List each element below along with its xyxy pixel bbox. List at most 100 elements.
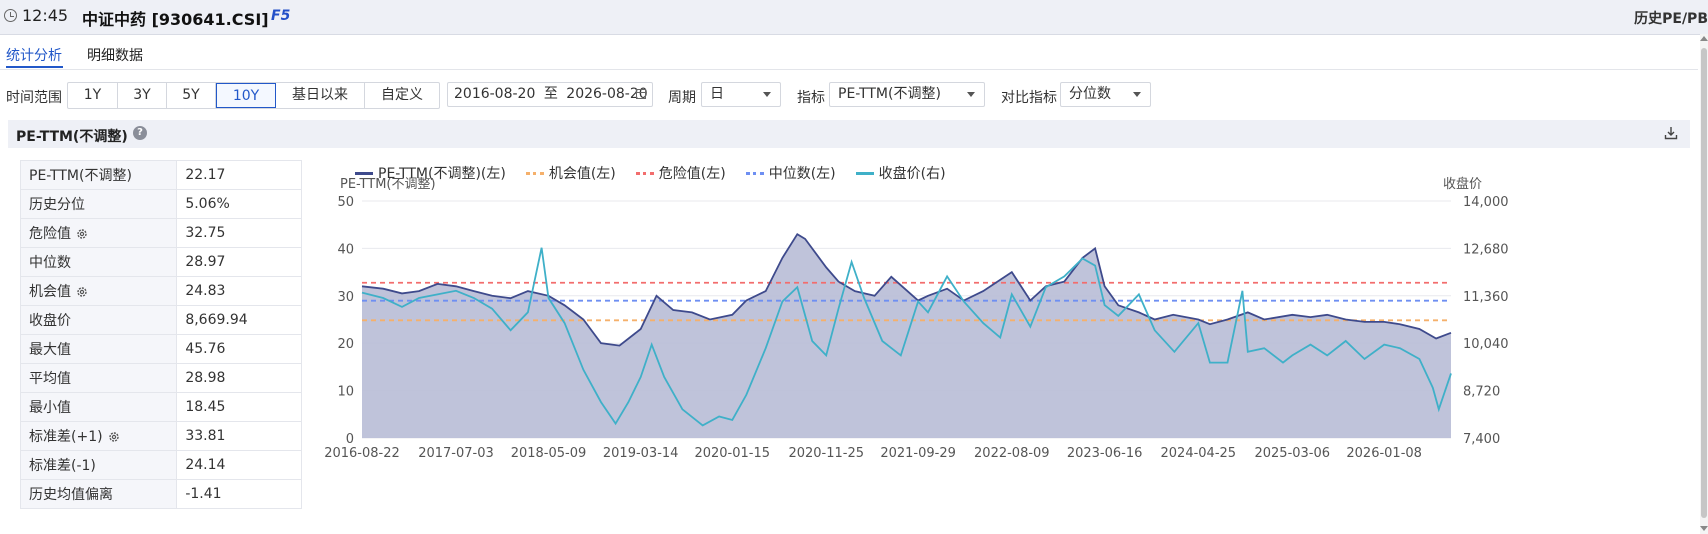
gear-icon[interactable] — [76, 286, 88, 298]
stats-label: 最大值 — [29, 342, 71, 358]
legend-label: 收盘价(右) — [878, 166, 946, 182]
gear-icon[interactable] — [76, 228, 88, 240]
stats-value: 33.81 — [176, 421, 302, 451]
stats-label: 历史均值偏离 — [29, 487, 113, 503]
y-tick-label-right: 14,000 — [1463, 195, 1509, 210]
stats-row: 最小值 18.45 — [19, 392, 302, 422]
stats-label: 历史分位 — [29, 197, 85, 213]
stats-row: 标准差(-1) 24.14 — [19, 450, 302, 480]
calendar-icon[interactable] — [635, 89, 646, 99]
scrollbar-thumb[interactable] — [1701, 48, 1707, 518]
x-tick-label: 2020-11-25 — [788, 446, 864, 461]
x-tick-label: 2019-03-14 — [603, 446, 679, 461]
range-since-base-button[interactable]: 基日以来 — [276, 83, 365, 108]
stats-label: 标准差(-1) — [29, 458, 96, 474]
close-price-line — [361, 247, 1452, 427]
stats-label-cell: PE-TTM(不调整) — [19, 160, 178, 190]
stats-label-cell: 最小值 — [19, 392, 178, 422]
legend-label: 危险值(左) — [658, 166, 726, 182]
range-1y-button[interactable]: 1Y — [68, 83, 118, 108]
stats-label: 中位数 — [29, 255, 71, 271]
stats-table: PE-TTM(不调整) 22.17 历史分位 5.06% 危险值 32.75 中位数 28.9… — [19, 160, 302, 509]
index-name: 中证中药 [930641.CSI] — [82, 10, 269, 29]
y-tick-label-right: 8,720 — [1463, 385, 1500, 400]
stats-value: 32.75 — [176, 218, 302, 248]
tab-statistics[interactable]: 统计分析 — [6, 48, 62, 64]
y-tick-label-left: 40 — [337, 242, 354, 257]
date-range-input[interactable]: 2016-08-20 至 2026-08-20 — [447, 82, 653, 107]
x-tick-label: 2024-04-25 — [1161, 446, 1237, 461]
y-tick-label-left: 20 — [337, 337, 354, 352]
range-10y-button[interactable]: 10Y — [216, 83, 276, 108]
legend-label: PE-TTM(不调整)(左) — [378, 166, 506, 182]
compare-label: 对比指标 — [1001, 90, 1057, 106]
legend-item[interactable]: 中位数(左) — [745, 163, 836, 183]
gear-icon[interactable] — [108, 431, 120, 443]
y-tick-label-left: 30 — [337, 290, 354, 305]
section-title: PE-TTM(不调整) — [16, 129, 128, 145]
stats-label: 危险值 — [29, 226, 71, 242]
range-segmented-control: 1Y 3Y 5Y 10Y 基日以来 自定义 — [67, 82, 440, 109]
stats-row: PE-TTM(不调整) 22.17 — [19, 160, 302, 190]
stats-label-cell: 历史均值偏离 — [19, 479, 178, 509]
x-tick-label: 2026-01-08 — [1346, 446, 1422, 461]
scroll-up-arrow-icon[interactable] — [1700, 36, 1708, 41]
range-custom-button[interactable]: 自定义 — [381, 87, 423, 103]
stats-label: 平均值 — [29, 371, 71, 387]
stats-value: 28.98 — [176, 363, 302, 393]
download-icon[interactable] — [1664, 126, 1678, 140]
legend-marker — [355, 171, 373, 175]
range-5y-button[interactable]: 5Y — [167, 83, 216, 108]
legend-item[interactable]: 危险值(左) — [635, 163, 726, 183]
stats-row: 历史均值偏离 -1.41 — [19, 479, 302, 509]
stats-label-cell: 平均值 — [19, 363, 178, 393]
y-tick-label-right: 12,680 — [1463, 242, 1509, 257]
compare-select[interactable]: 分位数 — [1060, 82, 1151, 107]
y-tick-label-left: 0 — [346, 432, 354, 447]
legend-item[interactable]: 收盘价(右) — [855, 163, 946, 183]
stats-label: 标准差(+1) — [29, 429, 103, 445]
stats-value: 5.06% — [176, 189, 302, 219]
title-bar: 12:45 中证中药 [930641.CSI] F5 历史PE/PB — [0, 0, 1708, 35]
pe-chart: PE-TTM(不调整) 收盘价 0 10 20 30 40 50 7,400 8,720 10,04… — [324, 176, 1509, 461]
stats-value: 8,669.94 — [176, 305, 302, 335]
clock-time: 12:45 — [22, 6, 69, 25]
period-select[interactable]: 日 — [701, 82, 781, 107]
x-tick-label: 2020-01-15 — [694, 446, 770, 461]
legend-item[interactable]: 机会值(左) — [525, 163, 616, 183]
x-tick-label: 2025-03-06 — [1254, 446, 1330, 461]
legend-item[interactable]: PE-TTM(不调整)(左) — [355, 163, 506, 183]
tab-detail-data[interactable]: 明细数据 — [87, 48, 143, 64]
stats-row: 历史分位 5.06% — [19, 189, 302, 219]
pe-line — [361, 232, 1452, 347]
x-tick-label: 2016-08-22 — [324, 446, 400, 461]
legend-marker — [635, 171, 654, 175]
active-tab-underline — [6, 66, 63, 68]
stats-row: 收盘价 8,669.94 — [19, 305, 302, 335]
legend-marker — [855, 171, 874, 175]
stats-value: 18.45 — [176, 392, 302, 422]
y-axis-title-left: PE-TTM(不调整) — [340, 177, 436, 192]
x-tick-label: 2021-09-29 — [880, 446, 956, 461]
indicator-label: 指标 — [797, 90, 825, 106]
stats-value: 24.14 — [176, 450, 302, 480]
chart-legend: PE-TTM(不调整)(左) 机会值(左) 危险值(左) 中位数(左) 收盘价(右) — [355, 163, 966, 183]
stats-row: 最大值 45.76 — [19, 334, 302, 364]
chevron-down-icon — [967, 92, 975, 97]
scroll-down-arrow-icon[interactable] — [1700, 526, 1708, 531]
date-start: 2016-08-20 — [454, 86, 536, 102]
stats-row: 机会值 24.83 — [19, 276, 302, 306]
page-title-right: 历史PE/PB — [1634, 11, 1708, 27]
stats-label-cell: 危险值 — [19, 218, 178, 248]
range-3y-button[interactable]: 3Y — [118, 83, 167, 108]
filter-bar: 时间范围 1Y 3Y 5Y 10Y 基日以来 自定义 2016-08-20 至 … — [0, 80, 1698, 110]
stats-label-cell: 标准差(+1) — [19, 421, 178, 451]
indicator-select[interactable]: PE-TTM(不调整) — [829, 82, 985, 107]
x-tick-label: 2017-07-03 — [418, 446, 494, 461]
help-icon[interactable]: ? — [133, 126, 147, 140]
stats-label-cell: 标准差(-1) — [19, 450, 178, 480]
y-tick-label-left: 10 — [337, 385, 354, 400]
legend-marker — [525, 171, 544, 175]
hotkey-label[interactable]: F5 — [271, 8, 291, 24]
stats-label-cell: 中位数 — [19, 247, 178, 277]
